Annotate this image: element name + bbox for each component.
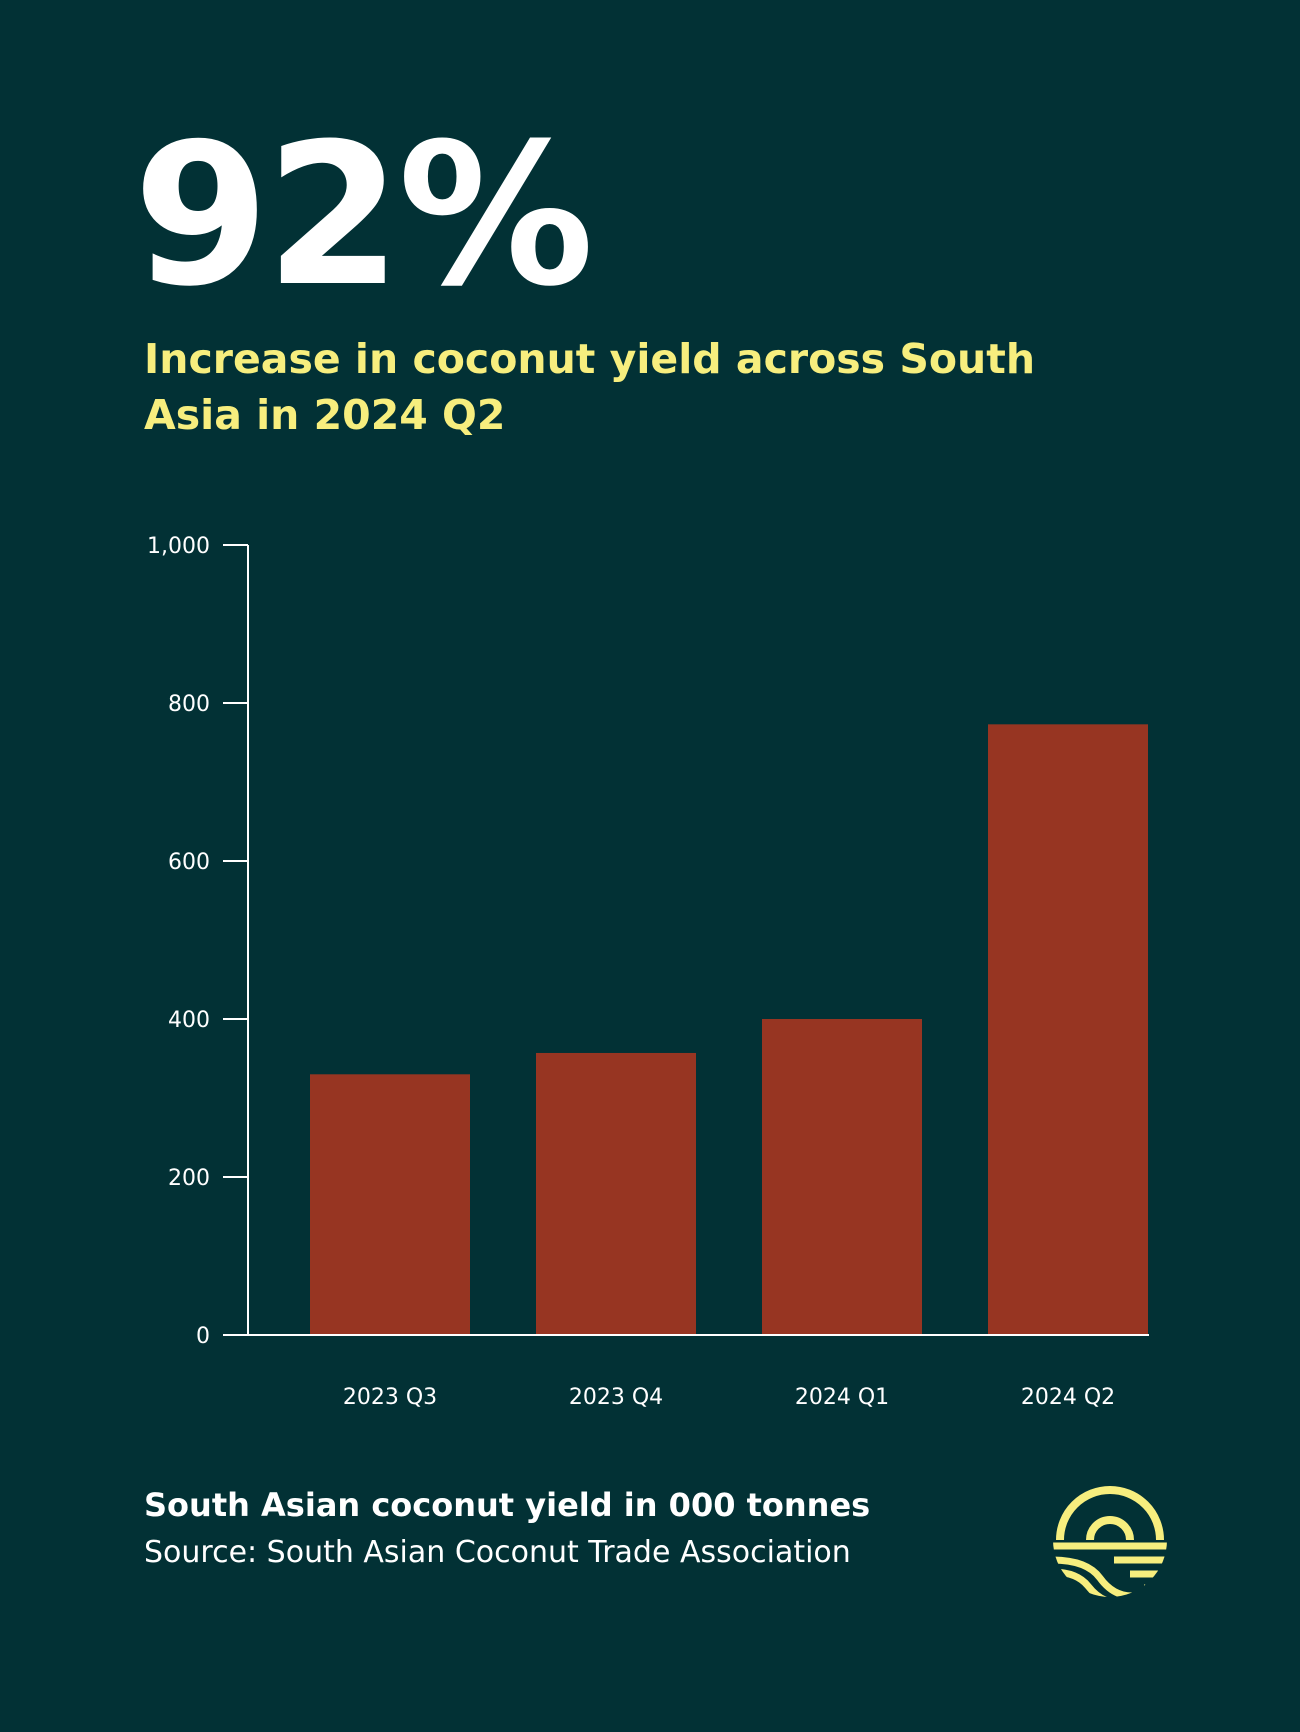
y-tick-label: 0 [196, 1324, 210, 1349]
bar-2023-q3 [310, 1074, 470, 1335]
x-tick-label: 2024 Q1 [795, 1385, 889, 1410]
y-tick-label: 1,000 [147, 534, 210, 559]
y-tick-label: 800 [168, 692, 210, 717]
bar-2024-q1 [762, 1019, 922, 1335]
bar-2023-q4 [536, 1052, 696, 1335]
bar-2024-q2 [988, 724, 1148, 1335]
x-tick-label: 2023 Q3 [343, 1385, 437, 1410]
headline-subtitle: Increase in coconut yield across South A… [144, 335, 1036, 439]
bar-chart: 0 200 400 600 800 1,000 2023 Q3 2023 Q4 2024 Q1 2… [147, 534, 1149, 1410]
y-tick-label: 600 [168, 850, 210, 875]
chart-source-note: Source: South Asian Coconut Trade Associ… [144, 1535, 851, 1570]
y-tick-label: 200 [168, 1166, 210, 1191]
x-tick-label: 2023 Q4 [569, 1385, 663, 1410]
sun-over-waves-icon [1053, 1486, 1167, 1597]
x-tick-label: 2024 Q2 [1021, 1385, 1115, 1410]
headline-stat: 92% [133, 102, 594, 330]
y-tick-label: 400 [168, 1008, 210, 1033]
chart-caption-title: South Asian coconut yield in 000 tonnes [144, 1486, 871, 1524]
